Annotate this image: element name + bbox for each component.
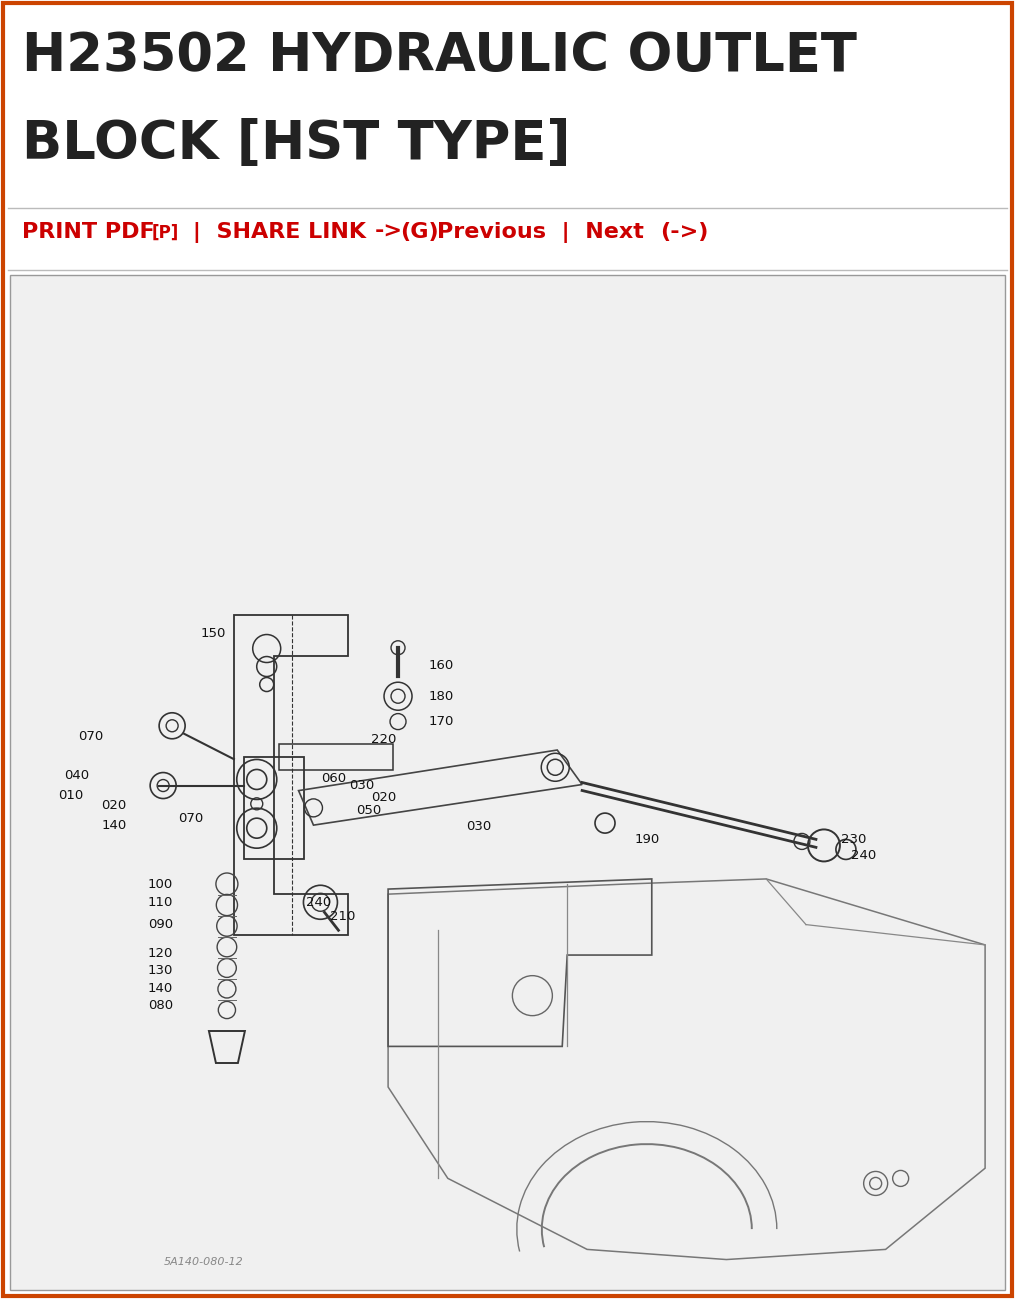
Text: 230: 230 [840,833,866,846]
Text: 030: 030 [349,779,375,792]
Text: 240: 240 [851,850,876,863]
Text: 180: 180 [429,690,454,703]
Text: ->: -> [375,222,403,242]
Text: Previous  |  Next: Previous | Next [437,222,644,243]
Text: 170: 170 [429,716,455,729]
Text: PRINT PDF: PRINT PDF [22,222,154,242]
Text: H23502 HYDRAULIC OUTLET: H23502 HYDRAULIC OUTLET [22,30,857,82]
Text: 5A140-080-12: 5A140-080-12 [164,1256,244,1267]
Text: 160: 160 [429,660,454,673]
Text: 090: 090 [148,918,174,931]
Text: 020: 020 [102,799,127,812]
Text: 220: 220 [371,734,397,747]
Text: BLOCK [HST TYPE]: BLOCK [HST TYPE] [22,118,570,170]
Text: 130: 130 [148,964,174,977]
Text: 070: 070 [78,730,104,743]
Text: 140: 140 [148,982,174,995]
Text: 020: 020 [371,791,397,804]
Text: (->): (->) [660,222,708,242]
FancyBboxPatch shape [10,275,1005,1290]
Text: 190: 190 [634,833,660,846]
Text: 070: 070 [178,812,203,825]
Text: 110: 110 [148,896,174,909]
Text: 050: 050 [356,804,382,817]
Text: (G): (G) [400,222,438,242]
Text: |  SHARE LINK: | SHARE LINK [185,222,366,243]
Text: 060: 060 [322,772,346,785]
Text: 210: 210 [331,911,356,924]
Text: 040: 040 [65,769,89,782]
Text: 240: 240 [306,896,331,909]
Text: 100: 100 [148,878,174,891]
Text: [P]: [P] [152,223,180,242]
Text: 080: 080 [148,999,174,1012]
Text: 030: 030 [466,820,491,833]
Text: 140: 140 [102,818,127,831]
Text: 010: 010 [59,790,83,803]
Text: 120: 120 [148,947,174,960]
Text: 150: 150 [201,627,226,640]
